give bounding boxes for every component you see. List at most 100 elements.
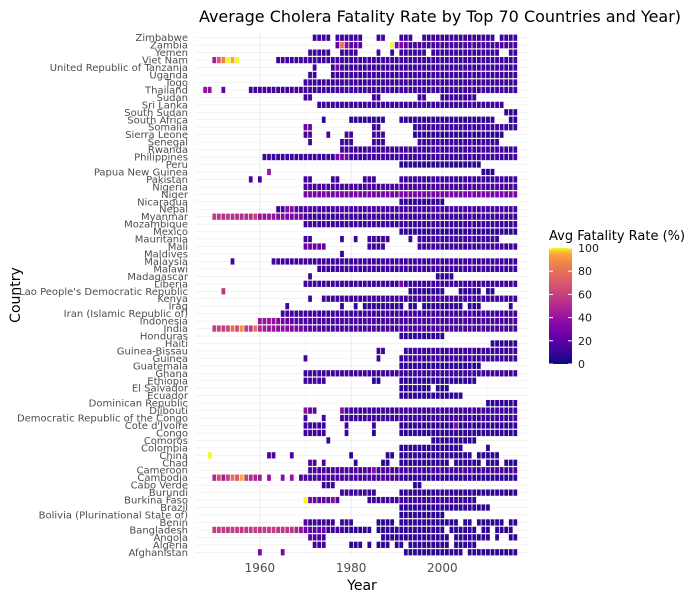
heatmap-cell xyxy=(435,534,440,541)
heatmap-cell xyxy=(381,526,385,534)
heatmap-cell xyxy=(303,153,308,161)
heatmap-cell xyxy=(495,429,499,437)
heatmap-cell xyxy=(463,42,468,49)
heatmap-cell xyxy=(376,310,381,317)
heatmap-cell xyxy=(504,467,509,474)
y-tick-label: Lao People's Democratic Republic xyxy=(19,287,188,298)
heatmap-cell xyxy=(408,452,413,459)
heatmap-cell xyxy=(367,526,372,534)
x-tick-label: 1980 xyxy=(336,561,367,575)
heatmap-cell xyxy=(458,549,463,556)
heatmap-cell xyxy=(454,534,458,541)
heatmap-cell xyxy=(458,392,463,399)
heatmap-cell xyxy=(476,355,481,362)
heatmap-cell xyxy=(440,176,445,183)
heatmap-cell xyxy=(344,153,349,161)
heatmap-cell xyxy=(476,71,481,79)
heatmap-cell xyxy=(445,534,449,541)
heatmap-cell xyxy=(358,206,363,213)
heatmap-cell xyxy=(499,407,504,414)
heatmap-cell xyxy=(449,496,454,504)
heatmap-cell xyxy=(486,243,490,250)
heatmap-cell xyxy=(472,265,477,273)
heatmap-cell xyxy=(467,325,472,332)
heatmap-cell xyxy=(353,489,358,496)
heatmap-cell xyxy=(403,392,408,399)
heatmap-cell xyxy=(490,288,495,295)
heatmap-cell xyxy=(248,176,253,183)
heatmap-cell xyxy=(294,56,299,64)
heatmap-cell xyxy=(486,206,490,213)
heatmap-cell xyxy=(340,206,344,213)
heatmap-cell xyxy=(289,325,294,332)
heatmap-cell xyxy=(454,206,458,213)
heatmap-cell xyxy=(458,34,463,41)
heatmap-cell xyxy=(413,64,417,71)
heatmap-cell xyxy=(403,221,408,228)
heatmap-cell xyxy=(408,191,413,198)
legend-tick-label: 0 xyxy=(578,358,585,371)
heatmap-cell xyxy=(422,56,426,64)
heatmap-cell xyxy=(445,377,449,384)
heatmap-cell xyxy=(445,176,449,183)
heatmap-cell xyxy=(303,407,308,414)
heatmap-cell xyxy=(344,71,349,79)
heatmap-cell xyxy=(435,221,440,228)
heatmap-cell xyxy=(216,213,221,220)
heatmap-cell xyxy=(230,213,235,220)
heatmap-cell xyxy=(467,124,472,131)
heatmap-cell xyxy=(385,459,390,466)
heatmap-cell xyxy=(449,34,454,41)
heatmap-cell xyxy=(435,243,440,250)
heatmap-cell xyxy=(467,146,472,153)
heatmap-cell xyxy=(326,86,331,94)
heatmap-cell xyxy=(340,146,344,153)
heatmap-cell xyxy=(440,273,445,280)
heatmap-cell xyxy=(454,86,458,94)
heatmap-cell xyxy=(308,325,312,332)
heatmap-cell xyxy=(399,228,404,235)
heatmap-cell xyxy=(413,459,417,466)
heatmap-cell xyxy=(385,310,390,317)
heatmap-cell xyxy=(504,526,509,534)
heatmap-cell xyxy=(312,206,317,213)
heatmap-cell xyxy=(495,355,499,362)
heatmap-cell xyxy=(426,295,431,302)
heatmap-cell xyxy=(299,310,303,317)
y-tick-label: Papua New Guinea xyxy=(94,167,188,178)
heatmap-cell xyxy=(403,86,408,94)
heatmap-cell xyxy=(422,407,426,414)
y-tick-label: United Republic of Tanzania xyxy=(50,63,188,74)
heatmap-cell xyxy=(486,467,490,474)
heatmap-cell xyxy=(413,265,417,273)
heatmap-cell xyxy=(372,370,376,377)
heatmap-cell xyxy=(467,101,472,108)
heatmap-cell xyxy=(486,49,490,56)
y-tick-label: Yemen xyxy=(154,48,188,59)
heatmap-cell xyxy=(431,191,436,198)
heatmap-cell xyxy=(463,377,468,384)
heatmap-cell xyxy=(362,213,367,220)
heatmap-cell xyxy=(490,221,495,228)
heatmap-cell xyxy=(431,49,436,56)
y-tick-label: Iraq xyxy=(168,302,188,313)
heatmap-cell xyxy=(399,79,404,86)
heatmap-cell xyxy=(454,317,458,325)
heatmap-cell xyxy=(472,64,477,71)
heatmap-cell xyxy=(413,444,417,452)
heatmap-cell xyxy=(299,153,303,161)
heatmap-cell xyxy=(408,496,413,504)
heatmap-cell xyxy=(481,407,486,414)
heatmap-cell xyxy=(463,258,468,265)
heatmap-cell xyxy=(499,146,504,153)
heatmap-cell xyxy=(426,146,431,153)
heatmap-cell xyxy=(417,138,422,146)
heatmap-cell xyxy=(326,280,331,287)
heatmap-cell xyxy=(508,124,513,131)
heatmap-cell xyxy=(426,124,431,131)
heatmap-cell xyxy=(454,280,458,287)
heatmap-cell xyxy=(513,489,518,496)
heatmap-cell xyxy=(440,303,445,310)
heatmap-cell xyxy=(330,370,335,377)
heatmap-cell xyxy=(399,474,404,481)
